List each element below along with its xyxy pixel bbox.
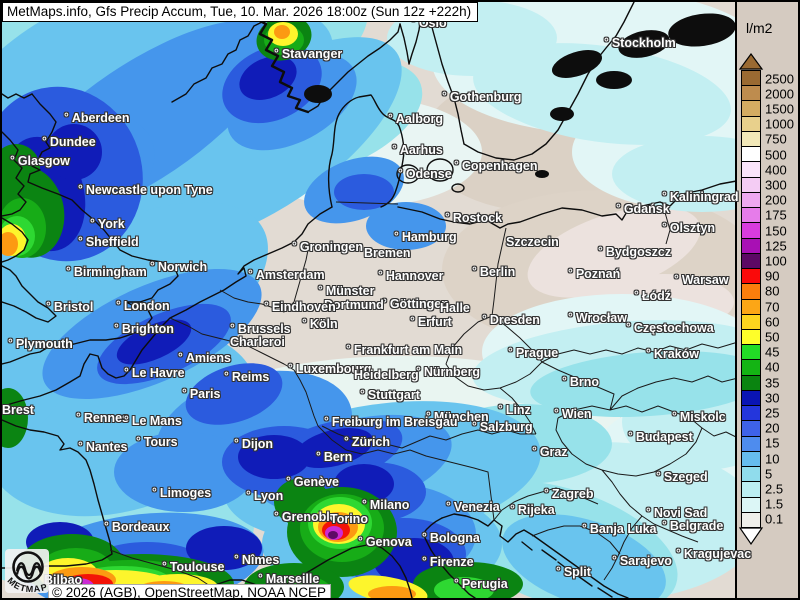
map-title: MetMaps.info, Gfs Precip Accum, Tue, 10.… xyxy=(2,2,479,22)
legend-value-label: 0.1 xyxy=(765,511,784,527)
legend-value-label: 400 xyxy=(765,162,787,178)
legend-value-label: 150 xyxy=(765,223,787,239)
legend-swatch xyxy=(742,161,760,177)
legend-value-label: 2.5 xyxy=(765,481,784,497)
legend-value-label: 50 xyxy=(765,329,780,345)
legend-value-label: 100 xyxy=(765,253,787,269)
legend-value-label: 70 xyxy=(765,299,780,315)
legend-color-scale xyxy=(741,70,761,528)
legend-swatch xyxy=(742,71,760,86)
legend-value-label: 1000 xyxy=(765,116,794,132)
legend-swatch xyxy=(742,481,760,497)
legend-value-label: 20 xyxy=(765,420,780,436)
legend-value-label: 90 xyxy=(765,268,780,284)
legend-swatch xyxy=(742,222,760,238)
legend-swatch xyxy=(742,359,760,375)
legend-swatch xyxy=(742,450,760,467)
legend-value-label: 5 xyxy=(765,466,773,482)
legend-swatch xyxy=(742,435,760,451)
legend-value-label: 45 xyxy=(765,344,780,360)
legend-swatch xyxy=(742,328,760,345)
legend-value-label: 1.5 xyxy=(765,496,784,512)
legend-swatch xyxy=(742,496,760,512)
legend-value-label: 15 xyxy=(765,435,780,451)
legend-arrow-down-icon xyxy=(738,527,764,546)
legend-swatch xyxy=(742,405,760,421)
legend-swatch xyxy=(742,176,760,192)
legend-swatch xyxy=(742,344,760,360)
legend-value-label: 2500 xyxy=(765,71,794,87)
legend-swatch xyxy=(742,85,760,101)
legend-value-label: 25 xyxy=(765,405,780,421)
legend-swatch xyxy=(742,420,760,436)
legend-arrow-up-icon xyxy=(738,53,764,70)
legend-panel: l/m2 2500 2000 1500 1000 750 500 400 300 200 175 1… xyxy=(735,2,798,598)
legend-value-label: 40 xyxy=(765,359,780,375)
legend-swatch xyxy=(742,130,760,147)
legend-swatch xyxy=(742,389,760,406)
legend-swatch xyxy=(742,191,760,208)
legend-swatch xyxy=(742,313,760,329)
legend-value-label: 200 xyxy=(765,192,787,208)
legend-swatch xyxy=(742,252,760,269)
legend-value-label: 1500 xyxy=(765,101,794,117)
legend-value-label: 30 xyxy=(765,390,780,406)
legend-value-label: 80 xyxy=(765,283,780,299)
copyright-text: © 2026 (AGB), OpenStreetMap, NOAA NCEP xyxy=(48,584,332,598)
legend-unit-label: l/m2 xyxy=(746,20,773,36)
legend-swatch xyxy=(742,374,760,390)
country-borders xyxy=(109,201,739,587)
legend-swatch xyxy=(742,100,760,116)
metmaps-logo: METMAPS xyxy=(4,548,49,594)
legend-value-label: 2000 xyxy=(765,86,794,102)
legend-value-label: 35 xyxy=(765,375,780,391)
legend-value-label: 750 xyxy=(765,131,787,147)
legend-value-label: 60 xyxy=(765,314,780,330)
legend-swatch xyxy=(742,298,760,314)
legend-value-label: 300 xyxy=(765,177,787,193)
legend-value-label: 125 xyxy=(765,238,787,254)
legend-swatch xyxy=(742,237,760,253)
legend-swatch xyxy=(742,511,760,528)
legend-swatch xyxy=(742,146,760,162)
legend-swatch xyxy=(742,466,760,482)
legend-value-label: 500 xyxy=(765,147,787,163)
legend-swatch xyxy=(742,207,760,223)
legend-swatch xyxy=(742,115,760,131)
legend-swatch xyxy=(742,268,760,284)
legend-value-label: 10 xyxy=(765,451,780,467)
legend-value-label: 175 xyxy=(765,207,787,223)
legend-swatch xyxy=(742,283,760,299)
